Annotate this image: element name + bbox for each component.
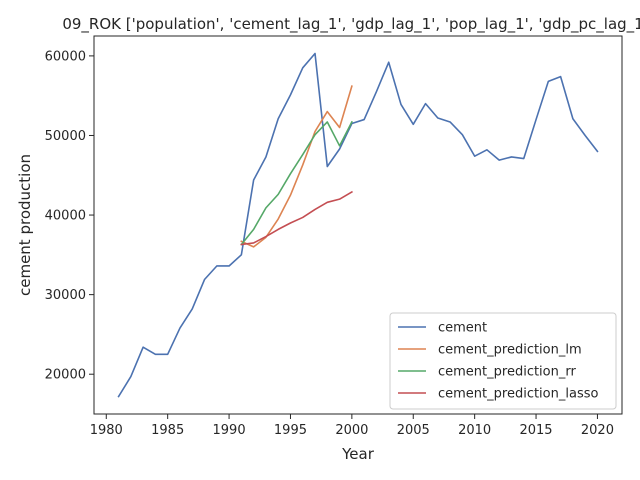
x-tick-label: 1995 <box>274 423 307 438</box>
legend-label: cement_prediction_rr <box>438 365 576 380</box>
x-tick-label: 1985 <box>151 423 184 438</box>
x-tick-label: 1980 <box>90 423 123 438</box>
y-tick-label: 50000 <box>45 129 86 144</box>
plot-area <box>93 35 623 415</box>
x-tick-label: 2010 <box>458 423 491 438</box>
y-axis: 20000 30000 40000 50000 60000 <box>45 49 94 383</box>
legend-label: cement <box>438 321 487 336</box>
legend-label: cement_prediction_lm <box>438 343 582 358</box>
chart-title: 09_ROK ['population', 'cement_lag_1', 'g… <box>62 15 640 34</box>
legend-box <box>389 312 617 410</box>
legend-label: cement_prediction_lasso <box>438 387 598 402</box>
series-line-cement-prediction-rr <box>240 120 353 246</box>
x-tick-label: 2005 <box>397 423 430 438</box>
x-axis: 1980 1985 1990 1995 2000 2005 2010 2015 2020 <box>90 414 614 438</box>
x-tick-label: 1990 <box>213 423 246 438</box>
series-line-cement-prediction-lasso <box>240 190 353 246</box>
series-line-cement <box>117 52 599 398</box>
x-tick-label: 2000 <box>335 423 368 438</box>
y-axis-label: cement production <box>16 154 34 296</box>
y-tick-label: 60000 <box>45 49 86 64</box>
legend: cement cement_prediction_lm cement_predict… <box>389 312 617 410</box>
x-tick-label: 2020 <box>581 423 614 438</box>
y-tick-label: 20000 <box>45 368 86 383</box>
x-tick-label: 2015 <box>519 423 552 438</box>
series-line-cement-prediction-lm <box>240 85 353 248</box>
x-axis-label: Year <box>341 445 375 463</box>
plot-frame <box>93 35 623 415</box>
y-tick-label: 40000 <box>45 209 86 224</box>
y-tick-label: 30000 <box>45 288 86 303</box>
